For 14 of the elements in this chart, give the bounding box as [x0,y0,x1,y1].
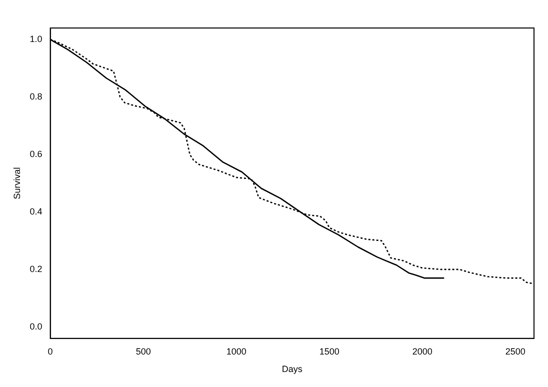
x-tick-label: 2500 [505,346,526,356]
y-tick-label: 0.2 [30,264,42,274]
x-tick-label: 0 [48,346,53,356]
y-tick-label: 0.6 [30,148,42,159]
x-tick-label: 1500 [319,346,340,356]
x-tick-label: 2000 [412,346,432,356]
y-tick-label: 1.0 [30,34,42,44]
x-tick-label: 1000 [226,346,246,356]
x-tick-label: 500 [136,346,151,356]
y-axis-title: Survival [12,167,22,200]
y-tick-label: 0.0 [30,321,42,332]
y-tick-label: 0.4 [30,206,42,216]
y-tick-label: 0.8 [30,91,42,102]
x-axis-title: Days [282,364,303,374]
